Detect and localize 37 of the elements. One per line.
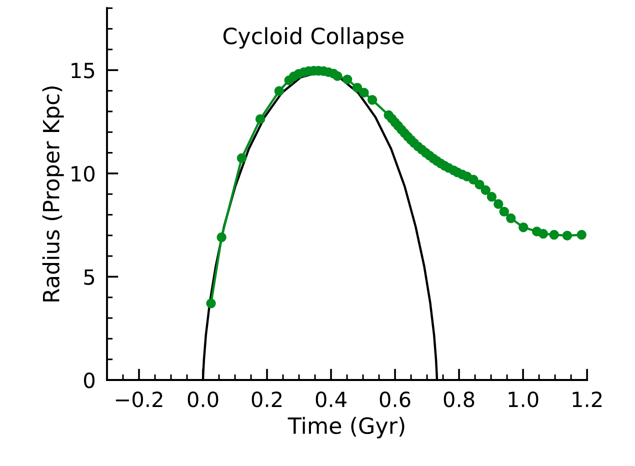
x-tick-label: 0.0: [188, 392, 218, 408]
point: [494, 199, 504, 209]
x-axis-title: Time (Gyr): [288, 416, 404, 438]
x-tick-label: 0.2: [252, 392, 282, 408]
point: [474, 180, 484, 190]
point: [480, 185, 490, 196]
y-axis-title: Radius (Proper Kpc): [42, 86, 64, 302]
point: [216, 232, 226, 242]
x-tick-label: 0.6: [380, 392, 410, 408]
y-tick-label: 0: [84, 372, 95, 388]
point: [274, 86, 284, 96]
x-tick-label: −0.2: [116, 392, 162, 408]
point: [538, 228, 548, 239]
point: [332, 71, 342, 81]
point: [236, 153, 247, 164]
x-tick-label: 1.2: [572, 392, 602, 407]
point: [576, 230, 586, 240]
point: [352, 82, 362, 93]
point: [342, 74, 352, 84]
point: [206, 298, 216, 308]
point: [518, 222, 528, 232]
x-tick-label: 1.0: [508, 392, 538, 408]
point: [499, 206, 510, 217]
y-tick-label: 15: [72, 62, 94, 78]
x-tick-label: 0.4: [316, 392, 346, 408]
point: [255, 114, 266, 124]
point: [506, 213, 516, 224]
point: [549, 230, 559, 240]
x-tick-label: 0.8: [444, 392, 474, 408]
point: [468, 174, 478, 184]
point: [562, 230, 572, 240]
y-tick-label: 10: [72, 166, 95, 182]
point: [486, 192, 497, 202]
y-tick-label: 5: [84, 269, 94, 285]
point: [359, 88, 369, 98]
point: [367, 95, 378, 105]
text: Cycloid Collapse: [223, 27, 404, 49]
